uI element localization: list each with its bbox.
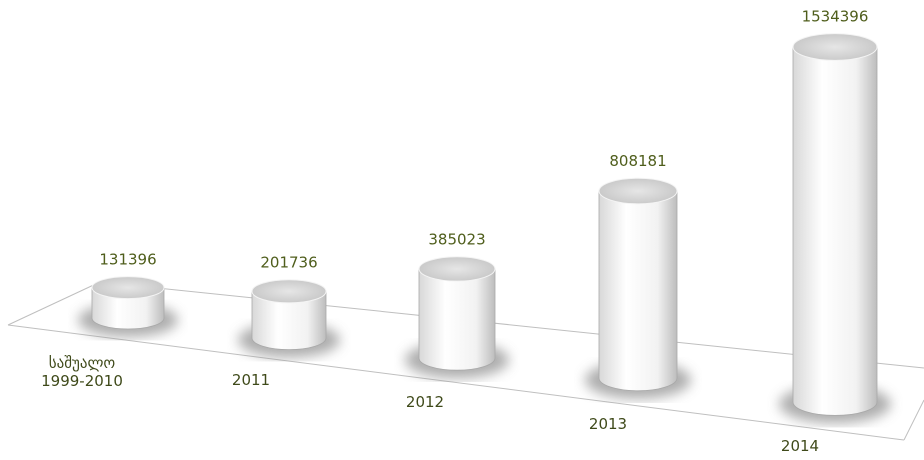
bar-top bbox=[792, 33, 878, 61]
value-label: 201736 bbox=[260, 254, 317, 272]
value-label: 1534396 bbox=[802, 8, 869, 26]
x-tick-label: 2014 bbox=[781, 437, 819, 455]
x-tick-label: საშუალო 1999-2010 bbox=[41, 354, 123, 390]
bar-top bbox=[598, 177, 678, 205]
bar bbox=[418, 268, 496, 371]
bar bbox=[792, 46, 878, 416]
bar bbox=[598, 190, 678, 392]
floor bbox=[7, 281, 924, 441]
x-tick-label: 2013 bbox=[589, 415, 627, 433]
x-tick-label: 2011 bbox=[232, 371, 270, 389]
bar-top bbox=[418, 256, 496, 282]
bar-top bbox=[91, 276, 165, 300]
value-label: 808181 bbox=[609, 152, 666, 170]
value-label: 131396 bbox=[99, 251, 156, 269]
bar bbox=[251, 290, 327, 350]
bar bbox=[91, 287, 165, 330]
bar-top bbox=[251, 279, 327, 304]
value-label: 385023 bbox=[428, 231, 485, 249]
x-tick-label: 2012 bbox=[406, 393, 444, 411]
